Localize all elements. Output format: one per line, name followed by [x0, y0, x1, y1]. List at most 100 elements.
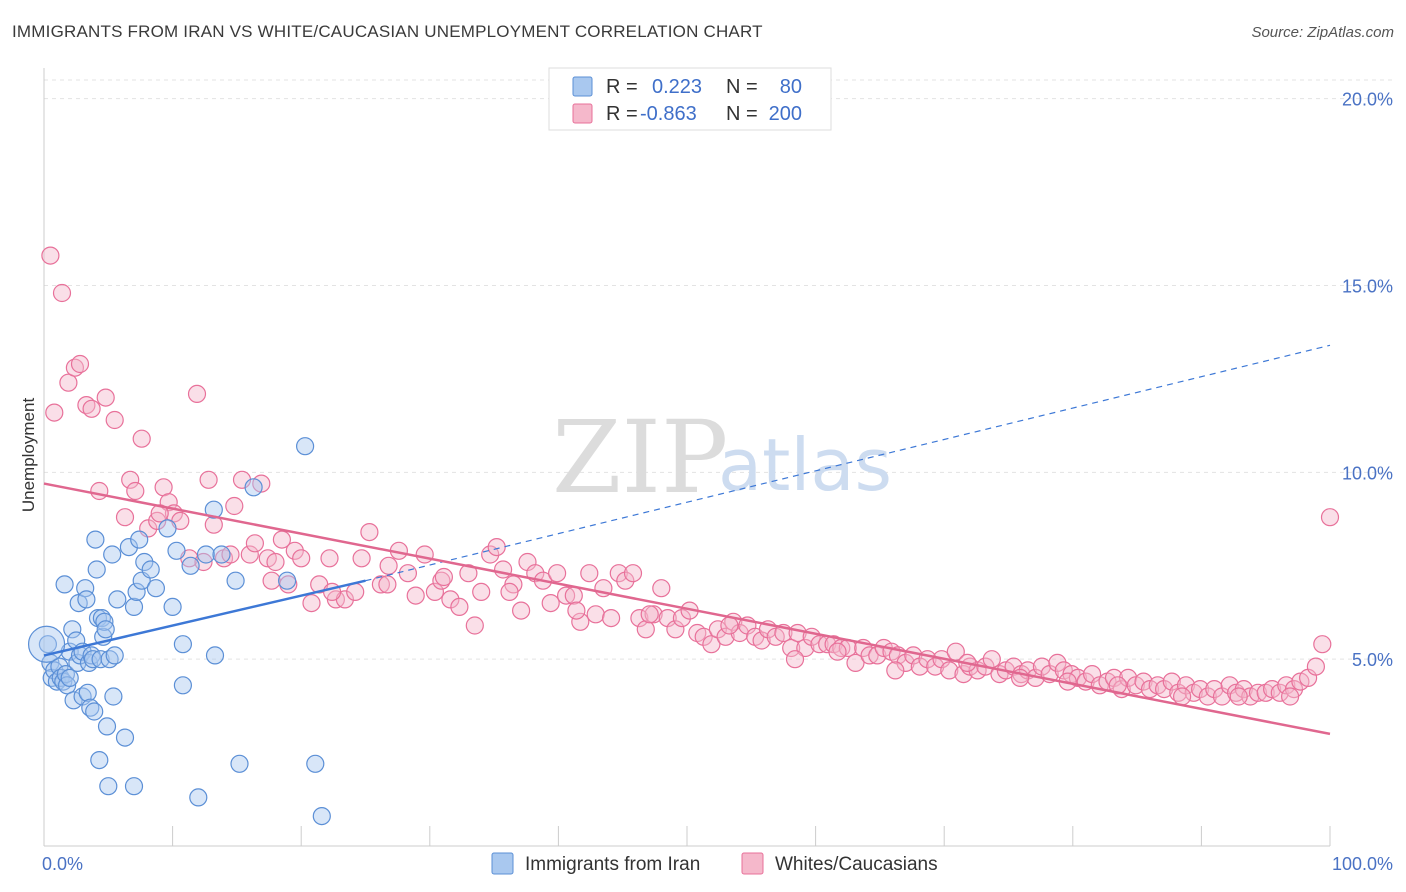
point-1-75 — [601, 608, 621, 628]
point-1-80 — [636, 620, 655, 639]
point-1-68 — [547, 564, 567, 583]
point-1-124 — [954, 664, 973, 684]
point-0-67 — [230, 754, 249, 773]
point-1-61 — [494, 560, 513, 579]
y-tick-label-2: 15.0% — [1342, 277, 1393, 297]
point-1-78 — [623, 564, 643, 583]
point-1-33 — [266, 552, 285, 572]
legend-n-value-iran: 80 — [780, 76, 802, 98]
point-1-45 — [360, 522, 379, 542]
point-1-193 — [262, 571, 281, 590]
source-label: Source: ZipAtlas.com — [1251, 24, 1394, 41]
point-1-79 — [630, 608, 649, 628]
point-1-109 — [846, 653, 865, 673]
y-tick-label-0: 5.0% — [1352, 650, 1393, 670]
point-0-32 — [90, 750, 109, 770]
point-0-55 — [158, 519, 177, 538]
point-1-147 — [1118, 668, 1138, 688]
point-0-56 — [163, 597, 182, 617]
point-1-175 — [1320, 508, 1340, 527]
point-1-88 — [694, 627, 713, 646]
x-tick-labels: 0.0% 100.0% — [42, 854, 1393, 874]
point-1-177 — [828, 642, 847, 661]
point-1-89 — [702, 635, 721, 654]
point-0-62 — [196, 545, 216, 564]
point-1-38 — [302, 593, 321, 613]
point-1-13 — [126, 481, 145, 501]
y-tick-label-1: 10.0% — [1342, 463, 1393, 483]
point-0-28 — [85, 702, 104, 721]
point-1-50 — [406, 586, 425, 605]
point-1-71 — [571, 612, 590, 631]
legend: R = 0.223 N = 80 R = -0.863 N = 200 — [548, 67, 832, 131]
gridlines — [44, 79, 1392, 660]
point-0-22 — [77, 590, 96, 609]
point-1-55 — [450, 597, 469, 617]
point-1-14 — [132, 429, 151, 448]
point-0-50 — [130, 530, 149, 549]
point-0-57 — [167, 541, 186, 560]
point-0-13 — [63, 620, 82, 639]
point-1-57 — [465, 616, 484, 635]
point-1-16 — [148, 511, 167, 531]
bottom-legend-label-iran: Immigrants from Iran — [525, 854, 700, 875]
point-1-122 — [940, 661, 959, 680]
point-0-69 — [278, 571, 297, 590]
point-0-29 — [86, 530, 105, 549]
y-tick-labels: 5.0% 10.0% 15.0% 20.0% — [1342, 90, 1393, 670]
data-points — [27, 246, 1340, 826]
point-1-189 — [500, 582, 519, 602]
point-0-64 — [205, 646, 225, 665]
point-0-45 — [115, 728, 135, 747]
watermark-zip: ZIP — [552, 399, 728, 516]
point-0-71 — [306, 754, 325, 773]
point-1-85 — [672, 608, 692, 628]
trend-line-white — [43, 482, 1331, 736]
point-0-43 — [105, 646, 124, 665]
point-1-159 — [1205, 679, 1224, 699]
point-1-174 — [1313, 635, 1332, 654]
point-1-58 — [472, 582, 491, 602]
axes — [43, 68, 1331, 847]
point-1-2 — [52, 283, 72, 303]
point-1-152 — [1154, 679, 1174, 699]
legend-n-value-white: 200 — [769, 103, 802, 125]
point-1-96 — [752, 631, 771, 650]
point-1-91 — [716, 627, 735, 646]
point-1-7 — [82, 399, 101, 418]
point-1-153 — [1162, 672, 1181, 691]
point-1-37 — [292, 549, 311, 568]
point-0-large — [27, 625, 66, 663]
point-0-10 — [57, 676, 77, 695]
point-1-44 — [352, 549, 371, 568]
point-0-14 — [64, 691, 83, 710]
point-1-63 — [511, 601, 531, 620]
x-tick-label-1: 100.0% — [1332, 854, 1393, 874]
point-1-185 — [1280, 687, 1300, 706]
point-1-43 — [346, 582, 365, 602]
point-0-37 — [96, 620, 115, 639]
point-1-9 — [96, 388, 115, 407]
point-0-54 — [146, 579, 165, 598]
point-1-70 — [564, 586, 583, 605]
point-1-8 — [90, 481, 109, 501]
point-1-149 — [1134, 672, 1153, 691]
point-0-39 — [99, 777, 118, 796]
point-0-66 — [226, 571, 245, 590]
point-1-46 — [371, 575, 390, 594]
point-1-36 — [285, 541, 304, 560]
point-1-84 — [666, 620, 685, 639]
point-1-5 — [70, 354, 90, 374]
point-1-118 — [910, 657, 929, 676]
trend-line-iran — [43, 579, 366, 657]
point-0-59 — [173, 635, 192, 654]
point-1-11 — [115, 508, 135, 527]
point-1-60 — [487, 537, 506, 557]
bottom-legend-label-white: Whites/Caucasians — [775, 854, 938, 875]
point-1-155 — [1176, 676, 1196, 695]
point-0-12 — [60, 668, 79, 688]
point-1-187 — [640, 605, 659, 624]
point-1-135 — [1032, 657, 1052, 676]
point-1-116 — [896, 653, 915, 673]
